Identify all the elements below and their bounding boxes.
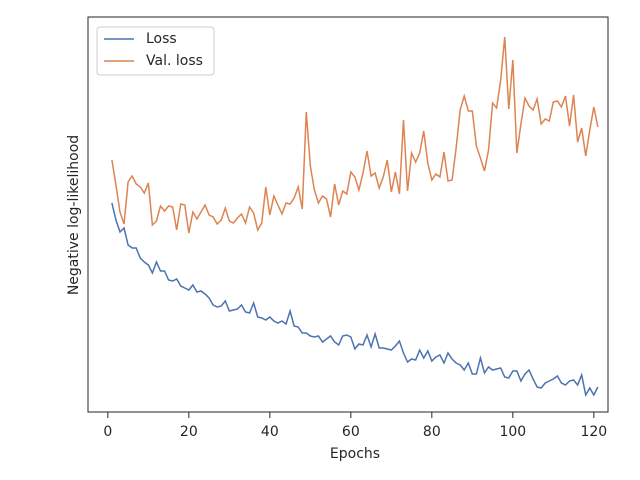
x-tick-label: 0 [103,424,112,440]
x-tick-label: 120 [580,424,607,440]
legend-label: Loss [146,31,177,47]
series-line [111,36,599,234]
x-tick-label: 100 [499,424,526,440]
x-tick-label: 20 [180,424,198,440]
x-tick-label: 60 [342,424,360,440]
x-axis-label: Epochs [330,446,380,462]
x-tick-label: 80 [423,424,441,440]
legend-label: Val. loss [146,53,203,69]
y-axis-label: Negative log-likelihood [66,135,82,295]
x-tick-label: 40 [261,424,279,440]
plot-frame [87,16,609,413]
series-line [111,202,599,398]
